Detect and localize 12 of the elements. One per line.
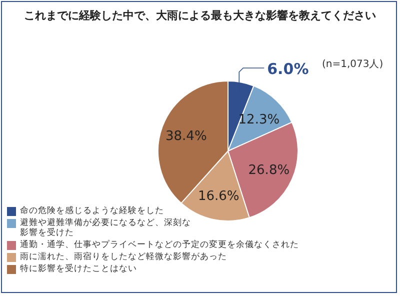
data-label: 16.6%	[198, 188, 240, 204]
data-label: 26.8%	[248, 163, 290, 178]
legend-label: 通勤・通学、仕事やプライベートなどの予定の変更を余儀なくされた	[20, 240, 299, 250]
data-label: 6.0%	[267, 60, 309, 78]
chart-title: これまでに経験した中で、大雨による最も大きな影響を教えてください	[23, 8, 377, 23]
data-label: 12.3%	[238, 112, 280, 128]
legend-label: 雨に濡れた、雨宿りをしたなど軽微な影響があった	[20, 252, 227, 262]
legend-label: 避難や避難準備が必要になるなど、深刻な影響を受けた	[20, 218, 192, 238]
text: (n=1,073人)	[322, 58, 384, 71]
data-label: 38.4%	[166, 128, 207, 144]
legend-label: 特に影響を受けたことはない	[20, 264, 137, 274]
legend-label: 命の危険を感じるような経験をした	[20, 206, 164, 216]
